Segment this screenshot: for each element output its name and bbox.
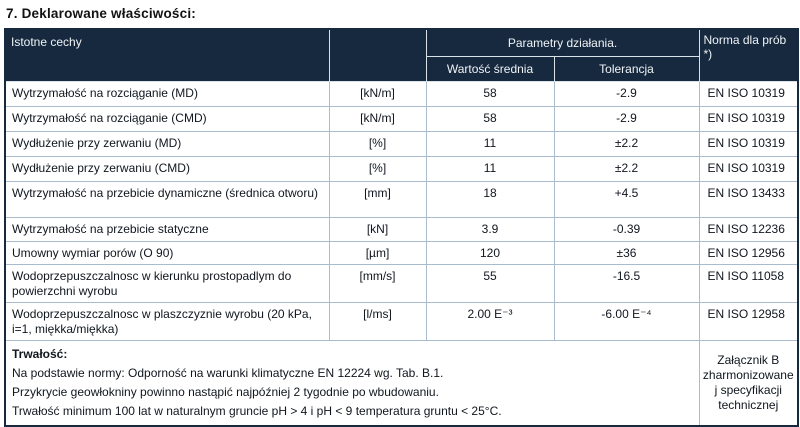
average-value: 58 bbox=[425, 105, 555, 132]
average-value: 120 bbox=[425, 240, 555, 265]
feature-unit: [µm] bbox=[328, 240, 427, 265]
tolerance-value: -16.5 bbox=[553, 263, 700, 303]
norm-reference: EN ISO 11058 bbox=[698, 263, 799, 303]
feature-unit: [kN] bbox=[328, 216, 427, 242]
page-title: 7. Deklarowane właściwości: bbox=[6, 6, 196, 21]
feature-unit: [l/ms] bbox=[328, 301, 427, 341]
average-value: 3.9 bbox=[425, 216, 555, 242]
table-row: Wydłużenie przy zerwaniu (CMD) [%] 11 ±2… bbox=[4, 155, 799, 182]
durability-note-line: Przykrycie geowłokniny powinno nastąpić … bbox=[12, 384, 439, 399]
feature-name: Umowny wymiar porów (O 90) bbox=[4, 240, 330, 265]
declared-properties-table: Istotne cechy Parametry działania. Norma… bbox=[4, 28, 800, 427]
durability-notes: Trwałość: Na podstawie normy: Odporność … bbox=[4, 339, 700, 426]
document-page: 7. Deklarowane właściwości: Istotne cech… bbox=[4, 6, 800, 427]
table-row: Umowny wymiar porów (O 90) [µm] 120 ±36 … bbox=[4, 240, 799, 265]
norm-reference: EN ISO 10319 bbox=[698, 155, 799, 182]
tolerance-value: -6.00 E⁻⁴ bbox=[553, 301, 700, 341]
durability-note-line: Na podstawie normy: Odporność na warunki… bbox=[12, 365, 444, 380]
table-row: Wydłużenie przy zerwaniu (MD) [%] 11 ±2.… bbox=[4, 130, 799, 157]
feature-name: Wydłużenie przy zerwaniu (CMD) bbox=[4, 155, 330, 182]
feature-name: Wodoprzepuszczalnosc w kierunku prostopa… bbox=[4, 263, 330, 303]
feature-unit: [%] bbox=[328, 130, 427, 157]
norm-reference: EN ISO 12958 bbox=[698, 301, 799, 341]
norm-reference: EN ISO 12236 bbox=[698, 216, 799, 242]
col-header-unit bbox=[328, 28, 427, 82]
average-value: 18 bbox=[425, 180, 555, 218]
feature-name: Wodoprzepuszczalnosc w plaszczyznie wyro… bbox=[4, 301, 330, 341]
tolerance-value: ±2.2 bbox=[553, 130, 700, 157]
table-row: Wodoprzepuszczalnosc w plaszczyznie wyro… bbox=[4, 301, 799, 341]
average-value: 2.00 E⁻³ bbox=[425, 301, 555, 341]
norm-reference: EN ISO 10319 bbox=[698, 80, 799, 107]
feature-unit: [mm] bbox=[328, 180, 427, 218]
average-value: 55 bbox=[425, 263, 555, 303]
tolerance-value: -0.39 bbox=[553, 216, 700, 242]
col-header-tolerance: Tolerancja bbox=[553, 55, 700, 82]
table-row: Wytrzymałość na przebicie statyczne [kN]… bbox=[4, 216, 799, 242]
feature-name: Wytrzymałość na przebicie statyczne bbox=[4, 216, 330, 242]
norm-reference: EN ISO 12956 bbox=[698, 240, 799, 265]
feature-name: Wytrzymałość na rozciąganie (MD) bbox=[4, 80, 330, 107]
table-header: Istotne cechy Parametry działania. Norma… bbox=[4, 28, 799, 82]
table-row: Wytrzymałość na rozciąganie (MD) [kN/m] … bbox=[4, 80, 799, 107]
feature-unit: [%] bbox=[328, 155, 427, 182]
average-value: 11 bbox=[425, 130, 555, 157]
table-footer: Trwałość: Na podstawie normy: Odporność … bbox=[4, 339, 799, 426]
col-header-essential-features: Istotne cechy bbox=[4, 28, 330, 82]
feature-name: Wydłużenie przy zerwaniu (MD) bbox=[4, 130, 330, 157]
table-body: Wytrzymałość na rozciąganie (MD) [kN/m] … bbox=[4, 80, 799, 341]
col-header-average-value: Wartość średnia bbox=[425, 55, 555, 82]
tolerance-value: ±36 bbox=[553, 240, 700, 265]
norm-reference: EN ISO 13433 bbox=[698, 180, 799, 218]
tolerance-value: +4.5 bbox=[553, 180, 700, 218]
durability-title: Trwałość: bbox=[12, 346, 68, 361]
norm-reference: EN ISO 10319 bbox=[698, 105, 799, 132]
table-row: Wytrzymałość na rozciąganie (CMD) [kN/m]… bbox=[4, 105, 799, 132]
feature-unit: [kN/m] bbox=[328, 80, 427, 107]
tolerance-value: ±2.2 bbox=[553, 155, 700, 182]
tolerance-value: -2.9 bbox=[553, 80, 700, 107]
tolerance-value: -2.9 bbox=[553, 105, 700, 132]
average-value: 58 bbox=[425, 80, 555, 107]
col-header-test-norm: Norma dla prób *) bbox=[698, 28, 799, 82]
average-value: 11 bbox=[425, 155, 555, 182]
feature-name: Wytrzymałość na rozciąganie (CMD) bbox=[4, 105, 330, 132]
annex-note: Załącznik B zharmonizowanej specyfikacji… bbox=[698, 339, 799, 426]
col-header-performance-params: Parametry działania. bbox=[425, 28, 700, 57]
feature-unit: [mm/s] bbox=[328, 263, 427, 303]
table-row: Wodoprzepuszczalnosc w kierunku prostopa… bbox=[4, 263, 799, 303]
norm-reference: EN ISO 10319 bbox=[698, 130, 799, 157]
feature-unit: [kN/m] bbox=[328, 105, 427, 132]
durability-note-line: Trwałość minimum 100 lat w naturalnym gr… bbox=[12, 403, 502, 418]
table-row: Wytrzymałość na przebicie dynamiczne (śr… bbox=[4, 180, 799, 218]
feature-name: Wytrzymałość na przebicie dynamiczne (śr… bbox=[4, 180, 330, 218]
